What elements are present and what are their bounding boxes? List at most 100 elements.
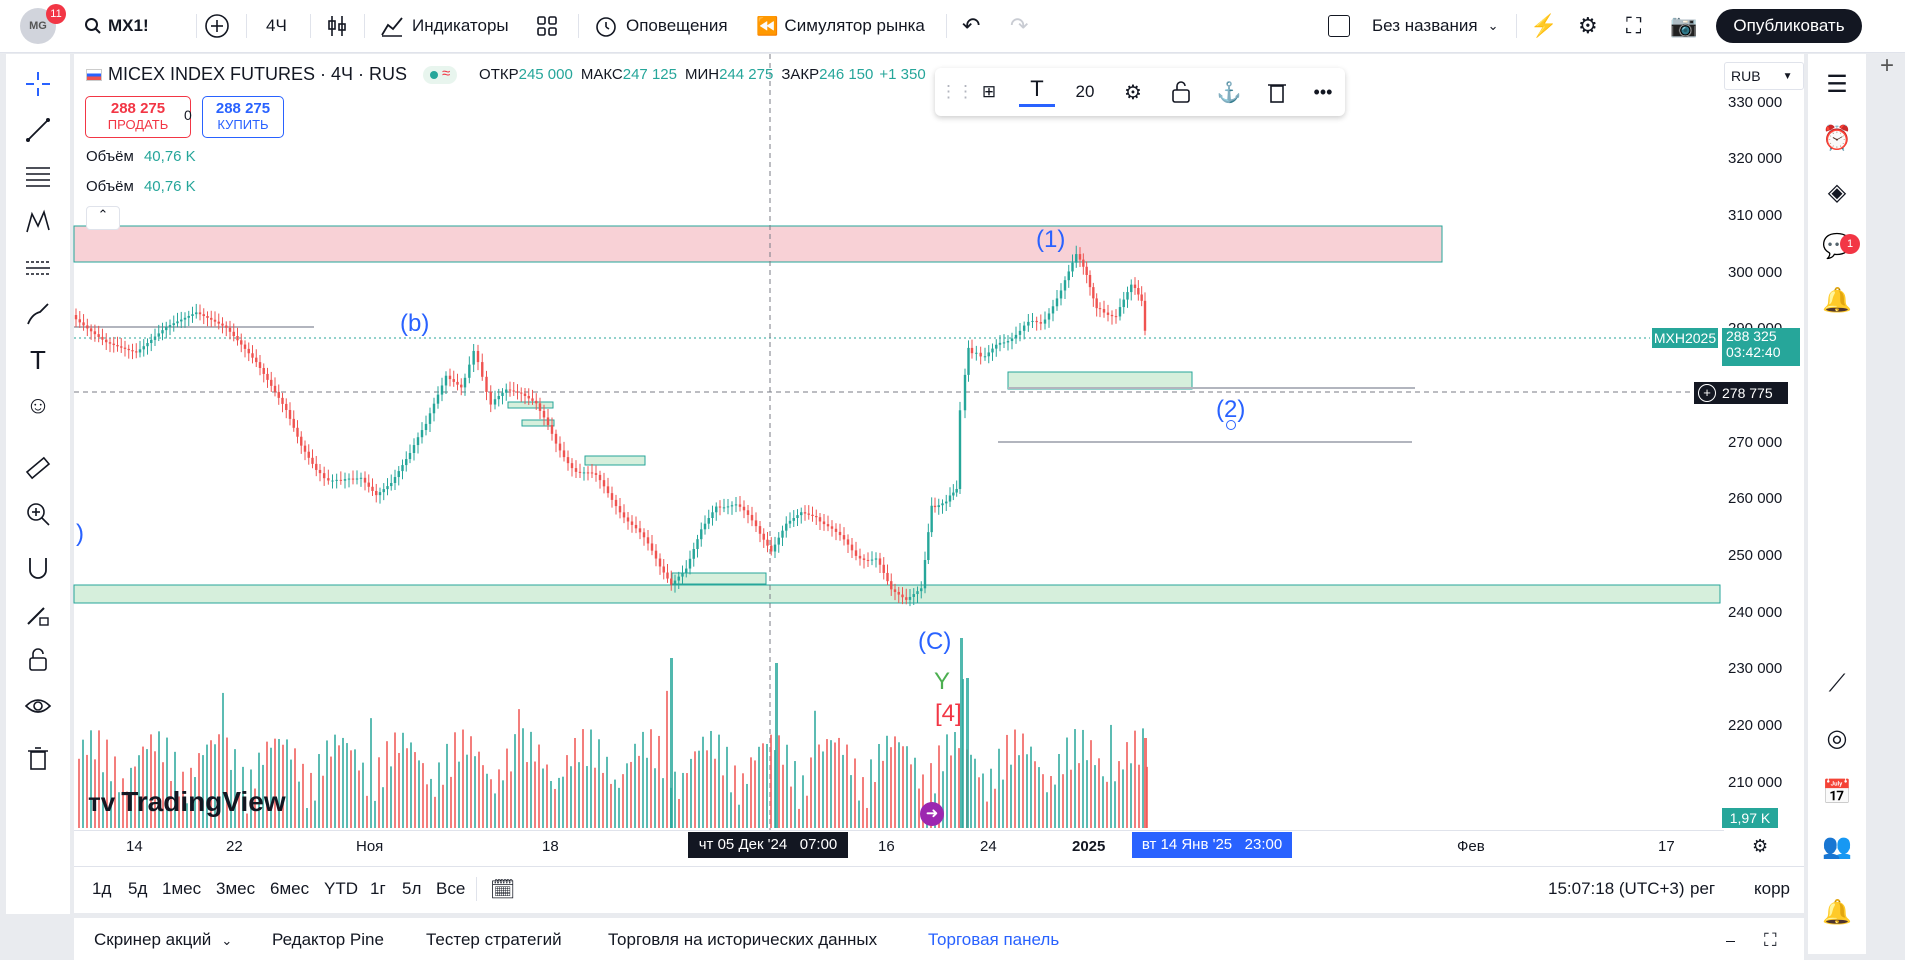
tab-strategy-tester[interactable]: Тестер стратегий <box>426 930 562 949</box>
wave-label-2[interactable]: (2) <box>1216 396 1246 423</box>
range-6m[interactable]: 6мес <box>270 879 310 898</box>
range-1y[interactable]: 1г <box>370 879 386 898</box>
zoom-tool[interactable] <box>20 496 56 532</box>
tab-trading-panel[interactable]: Торговая панель <box>928 930 1060 949</box>
volume-price-tag[interactable]: 1,97 K <box>1722 808 1778 828</box>
replay-button[interactable]: ⏪ Симулятор рынка <box>756 15 925 36</box>
signals-button[interactable]: ◎ <box>1819 720 1855 756</box>
tab-replay-trading[interactable]: Торговля на исторических данных <box>608 930 878 949</box>
chart-pane[interactable] <box>74 54 1804 866</box>
alerts-panel-button[interactable]: ⏰ <box>1819 120 1855 156</box>
adjust-toggle[interactable]: корр <box>1754 879 1790 898</box>
more-button[interactable]: ••• <box>1305 74 1341 110</box>
wave-label-y[interactable]: Y <box>934 668 951 695</box>
settings-button[interactable]: ⚙ <box>1578 10 1598 42</box>
volume-bar <box>430 778 432 828</box>
stay-drawing-tool[interactable] <box>20 596 56 632</box>
drag-handle[interactable]: ⋮⋮ <box>939 74 975 110</box>
notifications-button[interactable]: 🔔 <box>1819 282 1855 318</box>
candle-body <box>258 362 262 369</box>
indicators-button[interactable]: Индикаторы <box>380 10 509 42</box>
snapshot-button[interactable]: 📷 <box>1670 10 1697 42</box>
volume-bar <box>446 743 448 828</box>
volume-legend-2[interactable]: Объём 40,76 K <box>86 178 196 195</box>
wave-label-1[interactable]: (1) <box>1036 226 1066 253</box>
chart-type-button[interactable] <box>326 10 348 42</box>
time-scale[interactable] <box>74 830 1724 865</box>
range-ytd[interactable]: YTD <box>324 879 358 898</box>
maximize-panel-button[interactable]: ⛶ <box>1764 930 1777 951</box>
minimize-panel-button[interactable]: ⎯ <box>1726 930 1735 951</box>
redo-button[interactable]: ↷ <box>1010 10 1028 42</box>
clock-display[interactable]: 15:07:18 (UTC+3) <box>1548 879 1685 898</box>
buy-button[interactable]: 288 275 КУПИТЬ <box>202 96 284 138</box>
tradingview-watermark[interactable]: ᴛᴠ TradingView <box>88 786 286 817</box>
wave-label-c[interactable]: (C) <box>918 628 952 655</box>
event-marker-icon[interactable]: ➜ <box>920 802 944 826</box>
layout-menu-button[interactable]: Без названия ⌄ <box>1328 10 1499 42</box>
delete-button[interactable] <box>1259 74 1295 110</box>
brush-tool[interactable] <box>20 296 56 332</box>
magnet-tool[interactable] <box>20 550 56 586</box>
sell-button[interactable]: 288 275 ПРОДАТЬ <box>85 96 191 138</box>
range-5y[interactable]: 5л <box>402 879 422 898</box>
undo-button[interactable]: ↶ <box>962 10 980 42</box>
price-scale[interactable] <box>1724 54 1804 830</box>
wave-label-partial[interactable]: ) <box>76 520 84 547</box>
bottom-notifications-button[interactable]: 🔔 <box>1819 894 1855 930</box>
collapse-legend-button[interactable]: ⌃ <box>86 206 120 230</box>
publish-button[interactable]: Опубликовать <box>1716 9 1862 43</box>
templates-button[interactable] <box>536 10 558 42</box>
scale-settings-button[interactable]: ⚙ <box>1752 836 1768 857</box>
pattern-tool[interactable] <box>20 204 56 240</box>
trend-line-tool[interactable] <box>20 112 56 148</box>
compare-symbol-button[interactable] <box>204 10 230 42</box>
anchor-point[interactable] <box>1226 420 1236 430</box>
volume-legend-1[interactable]: Объём 40,76 K <box>86 148 196 165</box>
range-1d[interactable]: 1д <box>92 879 112 898</box>
tab-stock-screener[interactable]: Скринер акций ⌄ <box>94 930 233 949</box>
candle-body <box>634 524 638 529</box>
quick-search-button[interactable]: ⚡ <box>1530 10 1557 42</box>
remove-drawings-tool[interactable] <box>20 740 56 776</box>
range-1m[interactable]: 1мес <box>162 879 202 898</box>
calendar-button[interactable]: 📅 <box>1819 774 1855 810</box>
tab-pine-editor[interactable]: Редактор Pine <box>272 930 384 949</box>
hide-drawings-tool[interactable] <box>20 688 56 724</box>
range-5d[interactable]: 5д <box>128 879 148 898</box>
candle-body <box>912 594 915 597</box>
symbol-search-button[interactable]: MX1! <box>84 10 149 42</box>
object-tree-button[interactable]: ◈ <box>1819 174 1855 210</box>
fullscreen-button[interactable]: ⛶ <box>1626 10 1641 42</box>
emoji-tool[interactable]: ☺ <box>20 388 56 424</box>
crosshair-price-label[interactable]: + 278 775 <box>1694 382 1788 404</box>
lock-button[interactable] <box>1163 74 1199 110</box>
forecast-tool[interactable] <box>20 250 56 286</box>
wave-label-b[interactable]: (b) <box>400 310 430 337</box>
symbol-price-tag[interactable]: MXH2025 <box>1652 328 1718 348</box>
lock-drawings-tool[interactable] <box>20 642 56 678</box>
text-color-button[interactable]: T <box>1019 74 1055 107</box>
alerts-button[interactable]: Оповещения <box>594 10 728 42</box>
trading-panel-button[interactable]: ⟋ <box>1819 666 1855 702</box>
range-all[interactable]: Все <box>436 879 466 898</box>
ruler-tool[interactable] <box>20 450 56 486</box>
range-3m[interactable]: 3мес <box>216 879 256 898</box>
text-tool[interactable]: T <box>20 342 56 378</box>
watchlist-button[interactable]: ☰ <box>1819 66 1855 102</box>
templates-button[interactable]: ⊞ <box>971 74 1007 110</box>
symbol-title[interactable]: MICEX INDEX FUTURES · 4Ч · RUS <box>108 64 408 84</box>
settings-button[interactable]: ⚙ <box>1115 74 1151 110</box>
anchor-button[interactable]: ⚓ <box>1211 74 1247 110</box>
font-size-select[interactable]: 20 <box>1075 82 1095 101</box>
session-toggle[interactable]: рег <box>1690 879 1716 898</box>
add-panel-icon[interactable]: + <box>1880 52 1895 79</box>
community-button[interactable]: 👥 <box>1819 828 1855 864</box>
last-price-tag[interactable]: 288 325 03:42:40 <box>1722 328 1800 366</box>
interval-button[interactable]: 4Ч <box>266 16 287 35</box>
crosshair-tool[interactable] <box>20 66 56 102</box>
fib-tool[interactable] <box>20 158 56 194</box>
goto-date-button[interactable]: 🗓 <box>490 877 515 902</box>
wave-label-4[interactable]: [4] <box>935 700 962 727</box>
currency-select[interactable]: RUB ▼ <box>1724 62 1804 90</box>
